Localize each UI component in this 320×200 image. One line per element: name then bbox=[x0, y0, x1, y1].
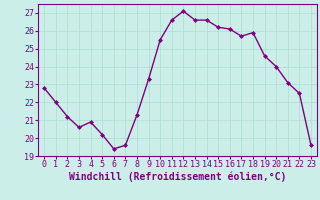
X-axis label: Windchill (Refroidissement éolien,°C): Windchill (Refroidissement éolien,°C) bbox=[69, 172, 286, 182]
